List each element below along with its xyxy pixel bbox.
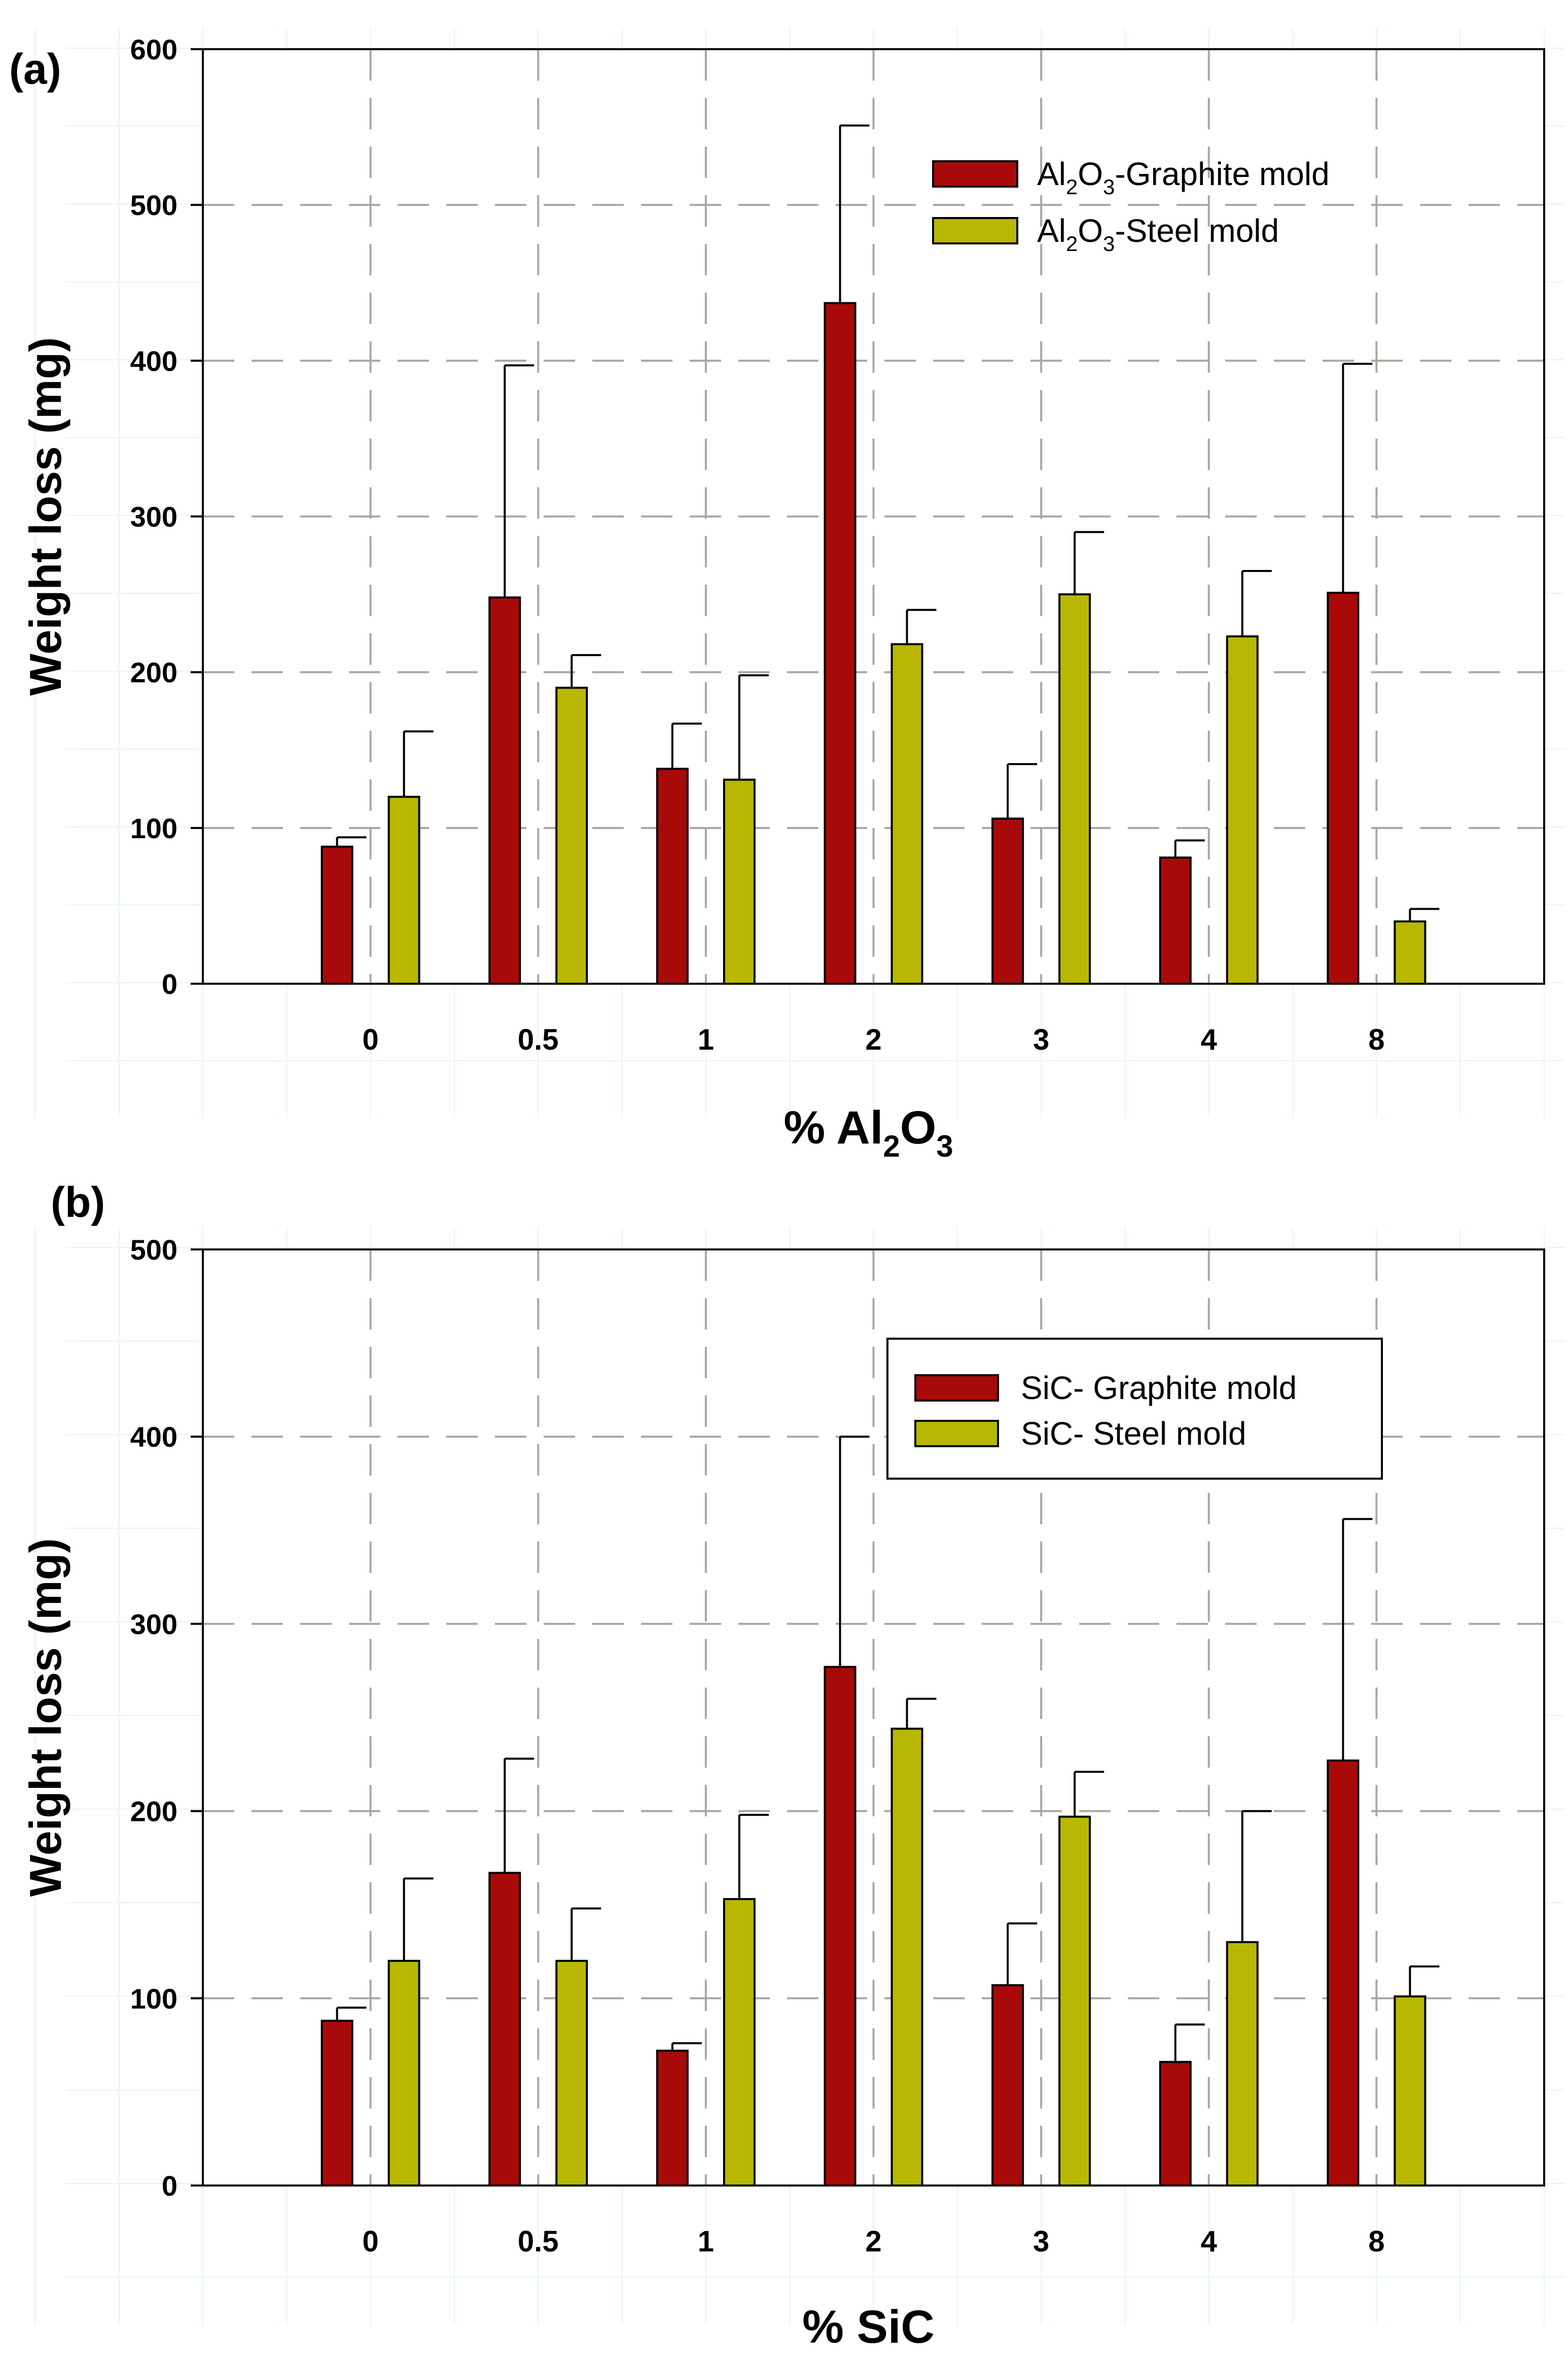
bar	[1394, 1995, 1427, 2187]
bar	[824, 1666, 857, 2187]
text-part: % Al	[783, 1102, 883, 1154]
y-tick-label: 300	[130, 501, 177, 533]
x-tick-label: 0	[362, 2225, 378, 2258]
y-tick-label: 500	[130, 1234, 177, 1266]
bar	[488, 596, 521, 985]
bar	[488, 1872, 521, 2187]
bar	[1226, 635, 1259, 985]
subscript: 2	[883, 1129, 900, 1163]
y-tick-label: 100	[130, 812, 177, 844]
subscript: 3	[936, 1129, 953, 1163]
legend-label: SiC- Steel mold	[1021, 1415, 1246, 1452]
text-part: -Steel mold	[1115, 212, 1279, 249]
bar	[555, 687, 588, 985]
legend-swatch	[914, 1374, 999, 1402]
text-part: Al	[1037, 156, 1066, 192]
panel-label: (a)	[9, 45, 61, 93]
bar	[1159, 2061, 1192, 2187]
y-tick-label: 600	[130, 33, 177, 65]
series-graphite-mold	[320, 124, 1373, 985]
series-steel-mold	[387, 531, 1440, 985]
y-tick-label: 0	[162, 2170, 177, 2202]
bar	[723, 1898, 756, 2187]
bar	[991, 817, 1024, 985]
series-steel-mold	[387, 1698, 1440, 2187]
plot-frame	[202, 1248, 1545, 2187]
bar	[656, 2050, 689, 2187]
legend-label: Al2O3-Steel mold	[1037, 212, 1279, 256]
x-tick-label: 4	[1201, 2225, 1217, 2258]
subscript: 3	[1103, 232, 1115, 256]
legend-label: SiC- Graphite mold	[1021, 1370, 1297, 1406]
legend-box	[886, 1338, 1383, 1480]
bar	[1226, 1941, 1259, 2187]
bar	[824, 302, 857, 985]
x-tick-label: 1	[698, 2225, 714, 2258]
y-tick-label: 200	[130, 1796, 177, 1828]
x-tick-label: 0.5	[518, 1023, 559, 1056]
y-tick-label: 0	[162, 968, 177, 1000]
text-part: O	[1078, 156, 1103, 192]
bar	[387, 1959, 420, 2187]
y-tick-label: 500	[130, 189, 177, 221]
y-axis-label: Weight loss (mg)	[20, 337, 70, 696]
y-tick-label: 400	[130, 345, 177, 377]
x-tick-label: 2	[865, 2225, 881, 2258]
bar	[320, 2020, 353, 2187]
bar	[320, 845, 353, 985]
legend-swatch	[914, 1420, 999, 1447]
text-part: -Graphite mold	[1115, 156, 1329, 192]
text-part: SiC- Graphite mold	[1021, 1370, 1297, 1406]
chart-panel-b: 0 100 200 300 400 500 0 0.5 1 2 3 4 8 % SiC Weight los…	[20, 1178, 1564, 2353]
x-tick-label: 1	[698, 1023, 714, 1056]
bar	[387, 796, 420, 985]
legend-swatch	[932, 160, 1018, 188]
text-part: O	[900, 1102, 937, 1154]
x-tick-label: 2	[865, 1023, 881, 1056]
bar	[1327, 1759, 1360, 2187]
x-tick-label: 0	[362, 1023, 378, 1056]
x-tick-label: 3	[1033, 2225, 1049, 2258]
y-tick-label: 200	[130, 657, 177, 689]
major-grid	[203, 1249, 1544, 2186]
bar	[656, 768, 689, 985]
x-tick-label: 8	[1368, 2225, 1384, 2258]
major-grid	[203, 49, 1544, 984]
subscript: 3	[1103, 175, 1115, 199]
text-part: Al	[1037, 212, 1066, 249]
legend: SiC- Graphite mold SiC- Steel mold	[886, 1338, 1383, 1480]
bar	[1058, 593, 1091, 985]
bar	[723, 778, 756, 985]
text-part: O	[1078, 212, 1103, 249]
bar	[555, 1959, 588, 2187]
x-tick-label: 0.5	[518, 2225, 559, 2258]
y-tick-label: 400	[130, 1421, 177, 1453]
subscript: 2	[1066, 232, 1078, 256]
bar	[1327, 592, 1360, 985]
bar	[1058, 1815, 1091, 2187]
x-tick-label: 8	[1368, 1023, 1384, 1056]
x-axis-label: % SiC	[802, 2301, 935, 2353]
panel-label: (b)	[51, 1178, 105, 1226]
x-tick-label: 3	[1033, 1023, 1049, 1056]
bar	[1159, 856, 1192, 985]
subscript: 2	[1066, 175, 1078, 199]
x-axis-label: % Al2O3	[783, 1102, 953, 1163]
y-tick-label: 300	[130, 1608, 177, 1640]
bar	[890, 643, 923, 985]
bar	[1394, 920, 1427, 985]
text-part: SiC- Steel mold	[1021, 1415, 1246, 1452]
legend-swatch	[932, 217, 1018, 244]
y-tick-label: 100	[130, 1983, 177, 2015]
x-tick-label: 4	[1201, 1023, 1217, 1056]
legend-label: Al2O3-Graphite mold	[1037, 156, 1330, 199]
text-part: % SiC	[802, 2301, 935, 2353]
bar	[991, 1984, 1024, 2187]
y-axis-label: Weight loss (mg)	[20, 1538, 70, 1896]
bar	[890, 1728, 923, 2187]
